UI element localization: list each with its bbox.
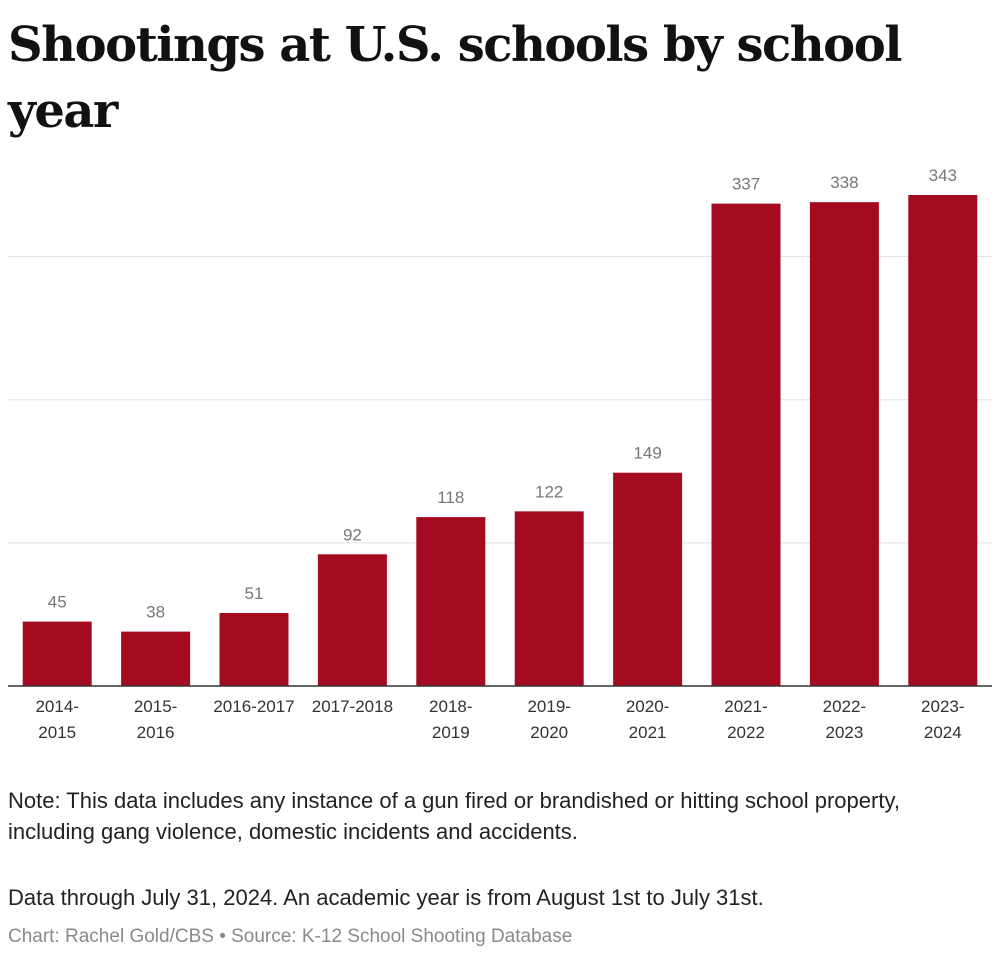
x-tick-label: 2018- (429, 697, 472, 716)
bars (22, 195, 978, 686)
x-tick-label: 2014- (35, 697, 78, 716)
bar (711, 203, 781, 686)
x-tick-label: 2019- (527, 697, 570, 716)
bar-value-label: 149 (633, 444, 661, 463)
x-axis-tick-labels: 2014- 2015 2015- 2016 2016-2017 2017-2018 2018… (35, 697, 964, 742)
bar-value-label: 118 (437, 488, 464, 507)
bar (219, 612, 289, 686)
x-tick-label: 2023 (825, 723, 863, 742)
x-tick-label: 2019 (432, 723, 470, 742)
chart-credit: Chart: Rachel Gold/CBS • Source: K-12 Sc… (8, 926, 573, 947)
bar-value-label: 338 (830, 173, 858, 192)
x-tick-label: 2022- (823, 697, 866, 716)
value-labels: 45 38 51 92 118 122 149 337 338 343 (48, 166, 957, 622)
x-tick-label: 2022 (727, 723, 765, 742)
x-tick-label: 2023- (921, 697, 964, 716)
bar-value-label: 343 (929, 166, 957, 185)
x-tick-label: 2020- (626, 697, 669, 716)
x-tick-label: 2017-2018 (312, 697, 393, 716)
bar-value-label: 337 (732, 175, 760, 194)
bar-value-label: 38 (146, 603, 165, 622)
bar (317, 554, 387, 686)
chart-title: Shootings at U.S. schools by school year (8, 17, 902, 139)
bar (121, 631, 191, 686)
bar-chart: 45 38 51 92 118 122 149 337 338 343 2014- 2015 2015… (8, 166, 992, 742)
bar-value-label: 45 (48, 593, 67, 612)
x-tick-label: 2021- (724, 697, 767, 716)
x-tick-label: 2016-2017 (213, 697, 294, 716)
bar-value-label: 92 (343, 525, 362, 544)
x-tick-label: 2015 (38, 723, 76, 742)
bar (809, 202, 879, 686)
x-tick-label: 2020 (530, 723, 568, 742)
bar (514, 511, 584, 686)
bar-value-label: 122 (535, 482, 563, 501)
bar (22, 621, 92, 686)
x-tick-label: 2016 (137, 723, 175, 742)
bar (613, 472, 683, 686)
x-tick-label: 2021 (629, 723, 667, 742)
x-tick-label: 2015- (134, 697, 177, 716)
bar (908, 195, 978, 686)
bar-value-label: 51 (245, 584, 264, 603)
data-through-note: Data through July 31, 2024. An academic … (8, 885, 764, 910)
chart-note: Note: This data includes any instance of… (8, 788, 900, 844)
bar (416, 517, 486, 686)
x-tick-label: 2024 (924, 723, 962, 742)
